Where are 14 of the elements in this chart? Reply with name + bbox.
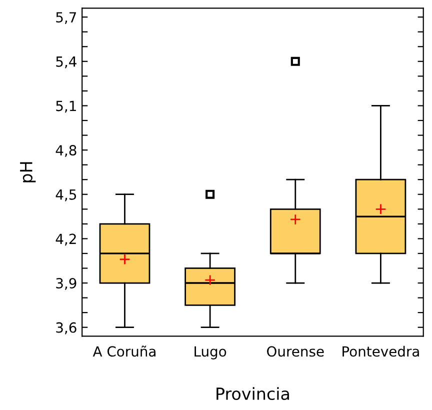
- x-tick-label: A Coruña: [92, 346, 156, 357]
- y-tick-label: 5,7: [56, 12, 76, 24]
- y-tick-label: 3,6: [56, 322, 76, 334]
- y-tick-label: 5,4: [56, 56, 76, 68]
- x-tick-label: Lugo: [194, 346, 226, 360]
- x-axis-title: Provincia: [216, 387, 289, 400]
- y-tick-label: 4,2: [56, 234, 76, 246]
- y-axis-title: pH: [20, 162, 36, 182]
- y-tick-label: 5,1: [56, 100, 76, 113]
- y-tick-label: 3,9: [56, 278, 76, 290]
- y-tick-label: 4,8: [56, 145, 76, 157]
- y-tick-label: 4,5: [56, 190, 76, 202]
- x-tick-label: Ourense: [267, 346, 324, 357]
- x-tick-label: Pontevedra: [342, 346, 419, 357]
